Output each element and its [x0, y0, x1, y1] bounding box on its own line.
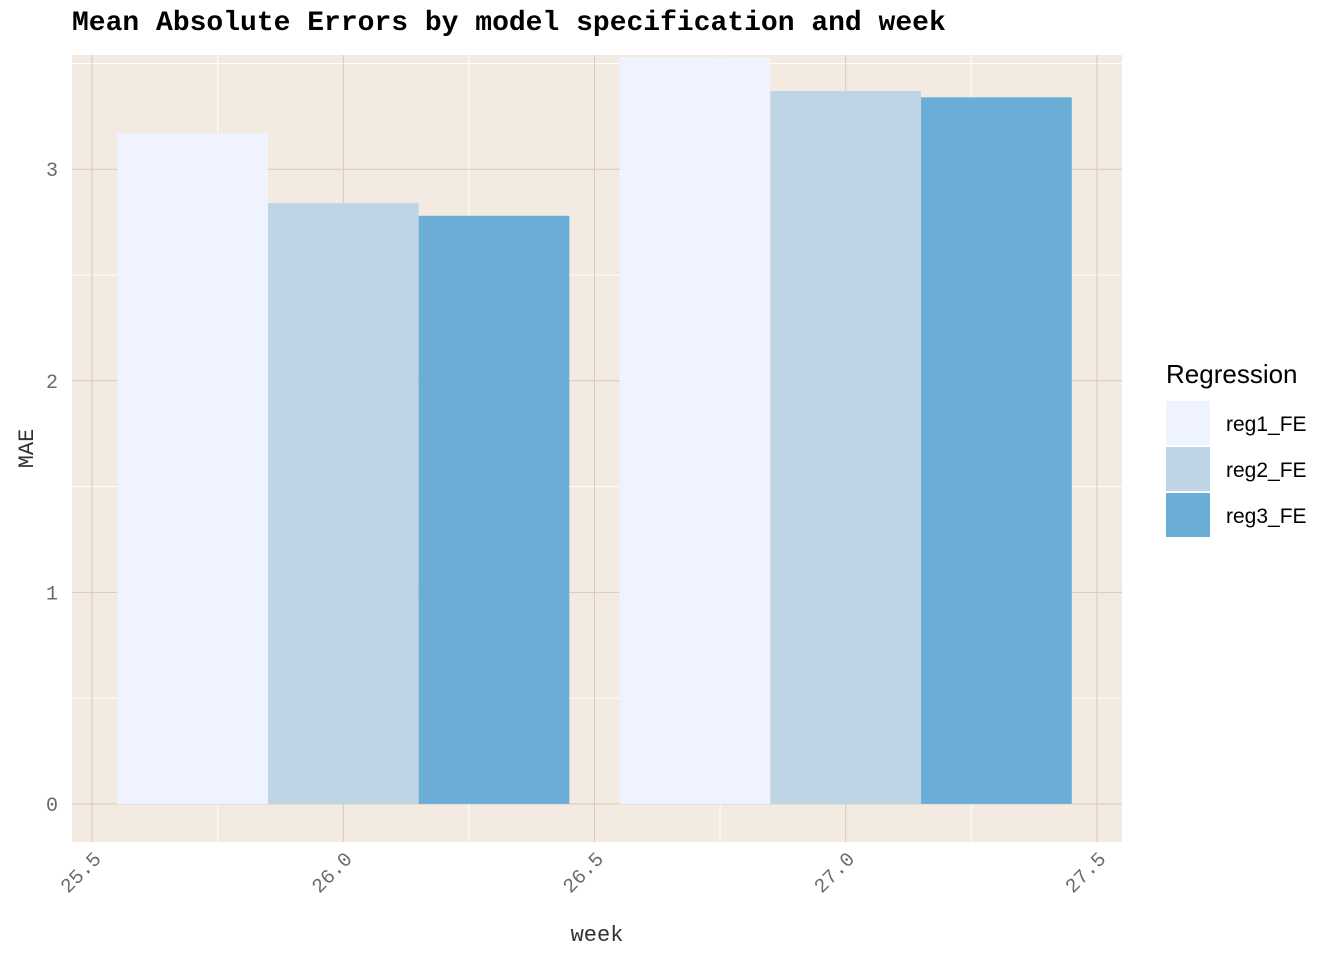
x-tick-label: 27.0	[810, 849, 860, 899]
legend-label-reg2_FE: reg2_FE	[1226, 459, 1307, 482]
bar-reg3_FE-26	[418, 215, 570, 804]
legend-swatch-reg2_FE	[1166, 447, 1210, 491]
bar-reg1_FE-26	[117, 133, 268, 804]
y-axis-ticks: 0 1 2 3	[46, 160, 58, 818]
legend-items: reg1_FE reg2_FE reg3_FE	[1166, 401, 1307, 537]
legend-title: Regression	[1166, 359, 1298, 389]
bar-reg3_FE-27	[921, 97, 1072, 804]
y-axis-title: MAE	[15, 429, 40, 469]
x-tick-label: 26.5	[559, 849, 609, 899]
legend-swatch-reg3_FE	[1166, 493, 1210, 537]
x-axis-title: week	[571, 923, 624, 948]
legend: Regression reg1_FE reg2_FE reg3_FE	[1166, 359, 1307, 537]
legend-swatch-reg1_FE	[1166, 401, 1210, 445]
x-axis-ticks: 25.5 26.0 26.5 27.0 27.5	[57, 849, 1112, 899]
x-tick-label: 25.5	[57, 849, 107, 899]
y-tick-label: 0	[46, 795, 58, 818]
bar-reg2_FE-26	[267, 203, 419, 804]
x-tick-label: 27.5	[1062, 849, 1112, 899]
bar-reg1_FE-27	[619, 57, 771, 804]
chart-title: Mean Absolute Errors by model specificat…	[72, 8, 946, 39]
y-tick-label: 2	[46, 372, 58, 395]
y-tick-label: 3	[46, 160, 58, 183]
x-tick-label: 26.0	[308, 849, 358, 899]
y-tick-label: 1	[46, 583, 58, 606]
legend-label-reg1_FE: reg1_FE	[1226, 413, 1307, 436]
bar-reg2_FE-27	[770, 90, 922, 804]
legend-label-reg3_FE: reg3_FE	[1226, 505, 1307, 528]
bars	[117, 57, 1072, 804]
